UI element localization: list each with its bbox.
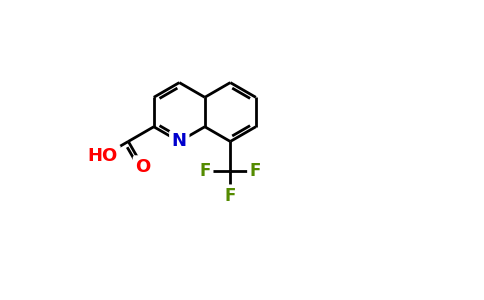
Text: HO: HO — [88, 147, 118, 165]
Text: O: O — [136, 158, 151, 176]
Text: F: F — [225, 187, 236, 205]
Text: F: F — [250, 162, 261, 180]
Text: F: F — [199, 162, 211, 180]
Text: N: N — [172, 133, 187, 151]
